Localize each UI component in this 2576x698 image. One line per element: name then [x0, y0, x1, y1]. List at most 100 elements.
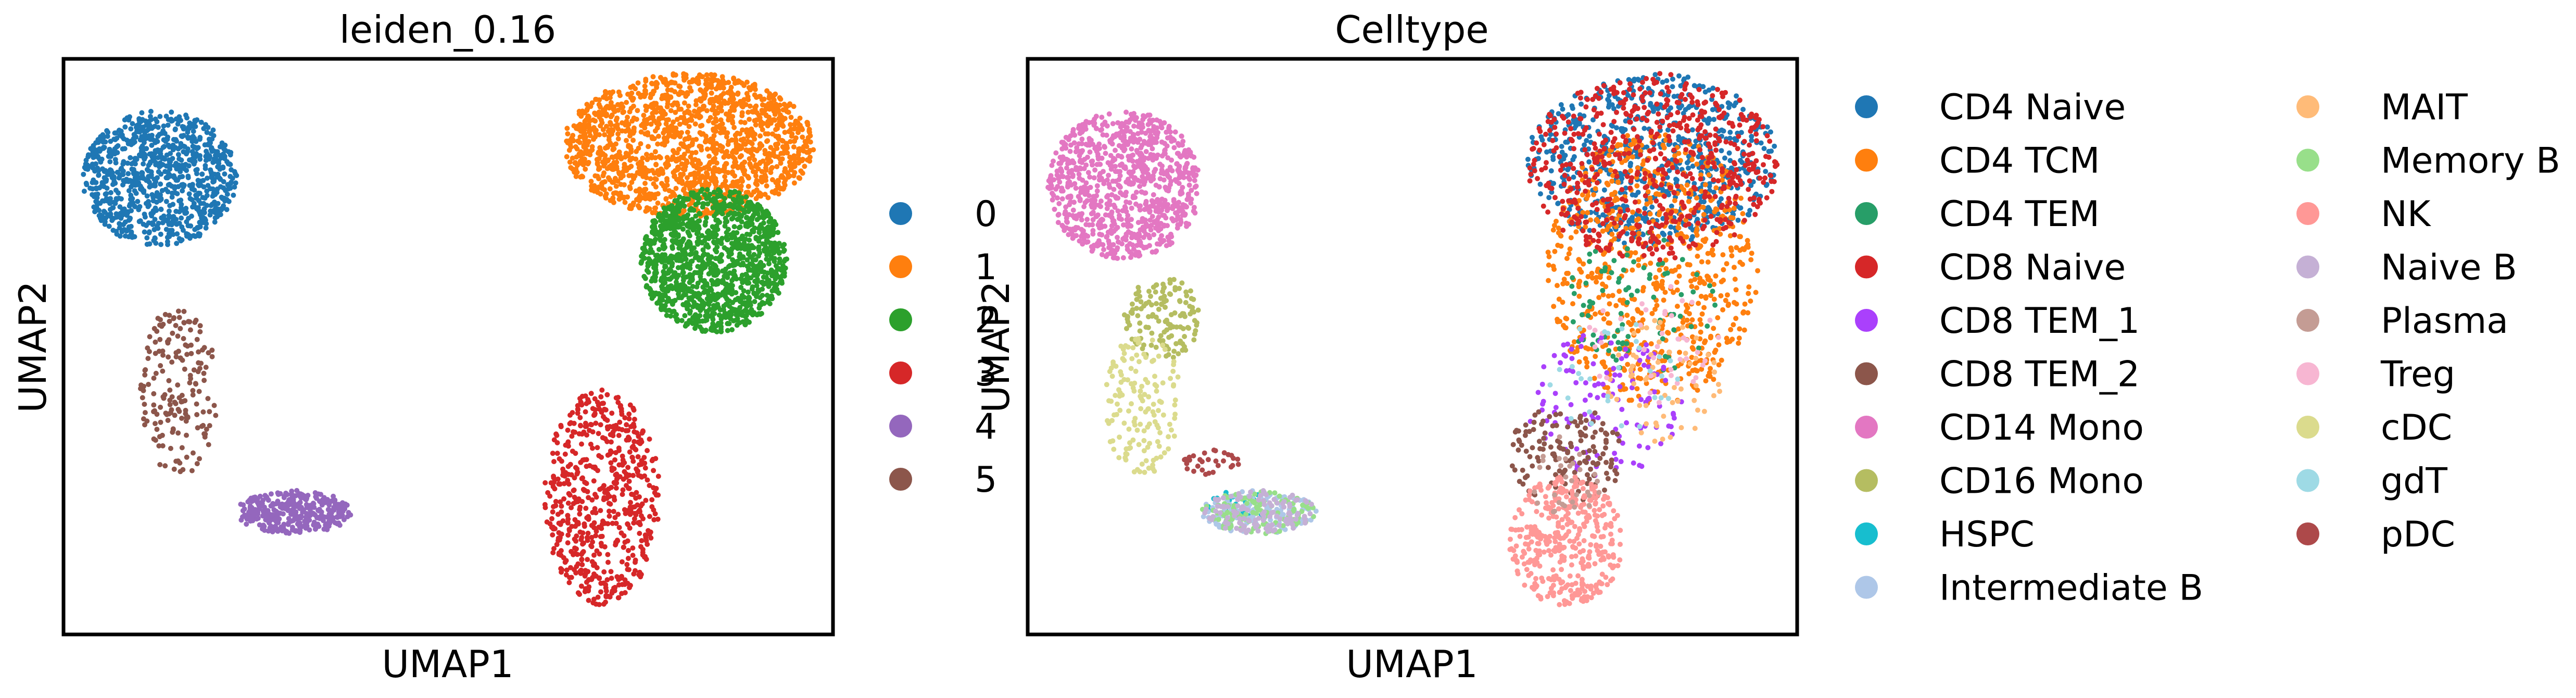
data-point [570, 410, 575, 416]
data-point [596, 431, 601, 437]
data-point [647, 514, 652, 519]
data-point [311, 501, 317, 507]
data-point [196, 389, 202, 394]
data-point [583, 505, 589, 511]
data-point [562, 451, 568, 457]
data-point [647, 531, 652, 537]
data-point [595, 111, 600, 117]
data-point [204, 188, 210, 194]
data-point [194, 336, 200, 342]
data-point [693, 102, 699, 107]
data-point [139, 185, 145, 191]
data-point [764, 88, 770, 94]
data-point [630, 96, 636, 101]
data-point [194, 412, 200, 417]
data-point [659, 181, 664, 186]
data-point [141, 176, 146, 181]
data-point [198, 360, 204, 366]
data-point [642, 83, 648, 89]
data-point [627, 133, 633, 139]
data-point [701, 103, 706, 109]
data-point [167, 402, 173, 407]
data-point [773, 127, 778, 132]
data-point [678, 106, 684, 112]
legend-marker [889, 202, 912, 225]
data-point [600, 173, 606, 179]
data-point [175, 121, 181, 127]
data-point [715, 294, 721, 300]
data-point [170, 147, 176, 153]
data-point [108, 139, 113, 144]
data-point [744, 264, 750, 269]
data-point [289, 492, 294, 497]
data-point [668, 95, 674, 100]
data-point [596, 184, 602, 190]
data-point [687, 184, 692, 190]
data-point [174, 191, 180, 196]
data-point [280, 511, 286, 517]
data-point [94, 205, 99, 210]
data-point [741, 168, 747, 174]
data-point [752, 147, 757, 153]
data-point [641, 455, 647, 460]
data-point [721, 307, 726, 313]
data-point [181, 308, 187, 314]
data-point [791, 173, 797, 179]
data-point [148, 151, 154, 157]
data-point [564, 154, 570, 159]
data-point [135, 198, 141, 204]
data-point [726, 154, 731, 159]
data-point [698, 308, 703, 314]
data-point [591, 188, 597, 194]
legend-marker [889, 255, 912, 278]
data-point [680, 166, 686, 172]
data-point [176, 395, 182, 401]
data-point [550, 532, 555, 538]
scatter-points [81, 71, 816, 607]
data-point [729, 216, 735, 222]
data-point [589, 522, 595, 528]
data-point [90, 186, 95, 192]
data-point [639, 538, 645, 543]
data-point [736, 225, 742, 231]
data-point [286, 516, 292, 521]
data-point [609, 465, 615, 471]
data-point [757, 133, 763, 139]
data-point [298, 495, 304, 501]
data-point [637, 170, 642, 176]
data-point [595, 161, 600, 167]
data-point [192, 119, 198, 124]
data-point [197, 136, 203, 142]
data-point [764, 293, 770, 298]
data-point [704, 309, 710, 315]
data-point [620, 462, 625, 468]
data-point [651, 517, 657, 522]
panel-title: leiden_0.16 [339, 8, 556, 52]
data-point [738, 206, 743, 211]
data-point [778, 96, 784, 102]
data-point [144, 193, 150, 199]
data-point [669, 275, 675, 280]
data-point [574, 533, 579, 539]
data-point [170, 220, 176, 226]
data-point [584, 102, 590, 107]
data-point [636, 91, 641, 96]
data-point [85, 152, 91, 158]
data-point [93, 140, 99, 146]
data-point [599, 387, 605, 393]
data-point [140, 395, 145, 401]
data-point [636, 145, 641, 151]
data-point [657, 297, 663, 303]
data-point [717, 85, 723, 91]
data-point [679, 239, 685, 245]
data-point [145, 345, 150, 351]
data-point [729, 283, 735, 289]
data-point [649, 295, 655, 301]
data-point [213, 413, 219, 418]
data-point [146, 173, 151, 179]
data-point [1761, 146, 1767, 152]
data-point [195, 225, 200, 230]
data-point [754, 182, 760, 188]
data-point [685, 148, 691, 154]
data-point [142, 422, 147, 428]
